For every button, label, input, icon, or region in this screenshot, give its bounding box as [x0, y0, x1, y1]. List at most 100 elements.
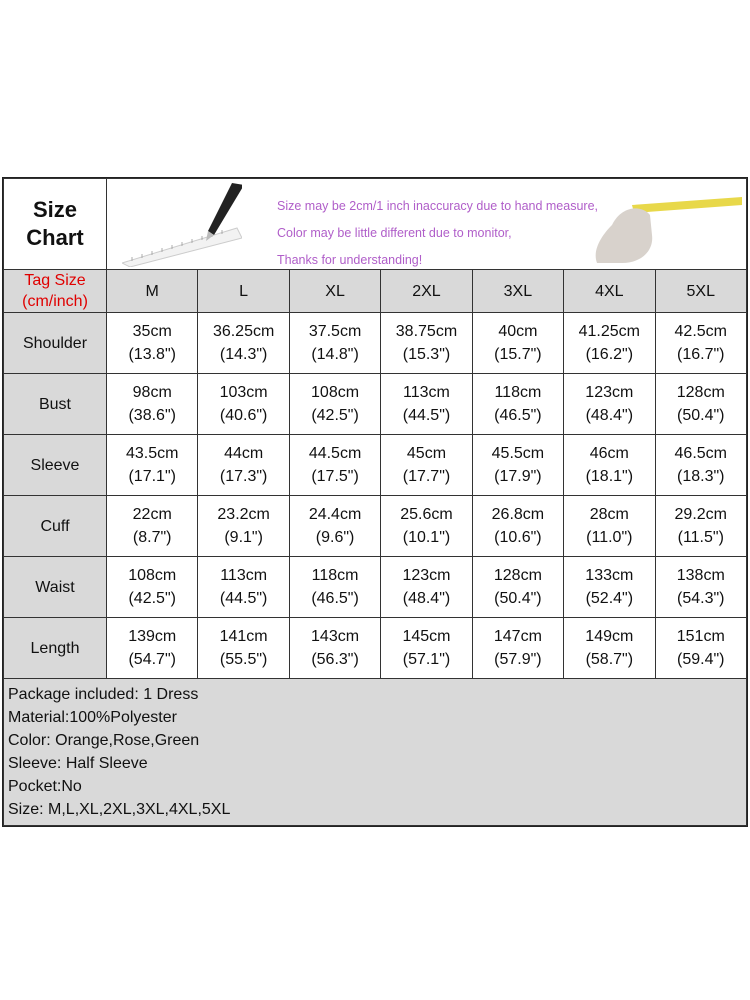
measurement-cell: 35cm (13.8") — [105, 312, 199, 374]
measurement-cell: 36.25cm (14.3") — [197, 312, 290, 374]
cm-value: 133cm — [585, 567, 634, 584]
inch-value: (13.8") — [128, 346, 176, 363]
inch-value: (54.3") — [677, 590, 725, 607]
table-row: Sleeve 43.5cm (17.1") 44cm (17.3") 44.5cm (17.… — [3, 434, 748, 496]
tag-label-line: (cm/inch) — [22, 293, 88, 310]
measurement-cell: 149cm (58.7") — [563, 617, 656, 679]
measurement-cell: 41.25cm (16.2") — [563, 312, 656, 374]
table-row: Length 139cm (54.7") 141cm (55.5") 143cm (56.3… — [3, 617, 748, 679]
inch-value: (40.6") — [219, 407, 268, 424]
cm-value: 46.5cm — [674, 445, 727, 462]
inch-value: (17.5") — [311, 468, 359, 485]
row-label: Shoulder — [3, 312, 107, 374]
inch-value: (17.9") — [494, 468, 542, 485]
cm-value: 46cm — [589, 445, 629, 462]
measurement-cell: 98cm (38.6") — [105, 373, 199, 435]
inch-value: (16.2") — [585, 346, 634, 363]
size-header: 5XL — [654, 269, 748, 313]
cm-value: 103cm — [219, 384, 268, 401]
row-label: Waist — [3, 556, 107, 618]
table-row: Cuff 22cm (8.7") 23.2cm (9.1") 24.4cm (9.6") 25… — [3, 495, 748, 557]
measurement-cell: 143cm (56.3") — [288, 617, 382, 679]
cm-value: 98cm — [132, 384, 172, 401]
measurement-cell: 103cm (40.6") — [197, 373, 290, 435]
hand-measuring-tape-icon — [595, 197, 742, 263]
cm-value: 45cm — [406, 445, 447, 462]
cm-value: 118cm — [494, 384, 542, 401]
row-label: Length — [3, 617, 107, 679]
inch-value: (10.1") — [402, 529, 451, 546]
cm-value: 26.8cm — [491, 506, 545, 523]
cm-value: 128cm — [676, 384, 725, 401]
measurement-cell: 22cm (8.7") — [105, 495, 199, 557]
inch-value: (54.7") — [128, 651, 176, 668]
inch-value: (59.4") — [677, 651, 725, 668]
cm-value: 44.5cm — [308, 445, 362, 462]
cm-value: 44cm — [224, 445, 264, 462]
inch-value: (58.7") — [585, 651, 634, 668]
measurement-cell: 29.2cm (11.5") — [654, 495, 748, 557]
measurement-cell: 113cm (44.5") — [380, 373, 473, 435]
notice-text: Size may be 2cm/1 inch inaccuracy due to… — [277, 193, 598, 274]
cm-value: 23.2cm — [217, 506, 270, 523]
measurement-cell: 138cm (54.3") — [654, 556, 748, 618]
info-line: Sleeve: Half Sleeve — [8, 755, 148, 772]
cm-value: 35cm — [132, 323, 172, 340]
cm-value: 138cm — [676, 567, 725, 584]
size-header: L — [197, 269, 290, 313]
row-label: Sleeve — [3, 434, 107, 496]
cm-value: 113cm — [403, 384, 450, 401]
notice-line: Color may be little different due to mon… — [277, 226, 512, 240]
tag-size-label: Tag Size (cm/inch) — [3, 269, 107, 313]
inch-value: (17.3") — [219, 468, 268, 485]
measurement-cell: 46.5cm (18.3") — [654, 434, 748, 496]
info-line: Pocket:No — [8, 778, 82, 795]
cm-value: 123cm — [585, 384, 634, 401]
cm-value: 147cm — [493, 628, 542, 645]
row-label: Bust — [3, 373, 107, 435]
cm-value: 123cm — [402, 567, 451, 584]
inch-value: (9.1") — [224, 529, 263, 546]
size-header: 4XL — [563, 269, 656, 313]
inch-value: (42.5") — [128, 590, 176, 607]
cm-value: 28cm — [589, 506, 629, 523]
measurement-cell: 128cm (50.4") — [471, 556, 565, 618]
inch-value: (16.7") — [677, 346, 725, 363]
cm-value: 42.5cm — [674, 323, 727, 340]
size-header: 2XL — [380, 269, 473, 313]
inch-value: (17.7") — [402, 468, 451, 485]
info-line: Size: M,L,XL,2XL,3XL,4XL,5XL — [8, 801, 231, 818]
cm-value: 29.2cm — [674, 506, 727, 523]
inch-value: (9.6") — [315, 529, 355, 546]
cm-value: 143cm — [311, 628, 360, 645]
measurement-cell: 123cm (48.4") — [563, 373, 656, 435]
size-header: XL — [288, 269, 382, 313]
measurement-cell: 128cm (50.4") — [654, 373, 748, 435]
cm-value: 145cm — [402, 628, 451, 645]
measurement-cell: 123cm (48.4") — [380, 556, 473, 618]
product-info: Package included: 1 Dress Material:100%P… — [3, 678, 747, 826]
title-line: Chart — [26, 225, 84, 250]
measurement-cell: 40cm (15.7") — [471, 312, 565, 374]
cm-value: 139cm — [128, 628, 177, 645]
measurement-cell: 45cm (17.7") — [380, 434, 473, 496]
measurement-cell: 113cm (44.5") — [197, 556, 290, 618]
size-header: 3XL — [471, 269, 565, 313]
measurement-cell: 23.2cm (9.1") — [197, 495, 290, 557]
cm-value: 37.5cm — [308, 323, 362, 340]
info-line: Color: Orange,Rose,Green — [8, 732, 200, 749]
inch-value: (14.3") — [219, 346, 268, 363]
inch-value: (11.5") — [677, 529, 724, 546]
inch-value: (8.7") — [132, 529, 172, 546]
measurement-cell: 46cm (18.1") — [563, 434, 656, 496]
inch-value: (46.5") — [311, 590, 359, 607]
measurement-cell: 24.4cm (9.6") — [288, 495, 382, 557]
table-row: Waist 108cm (42.5") 113cm (44.5") 118cm (46.5"… — [3, 556, 748, 618]
cm-value: 141cm — [219, 628, 268, 645]
cm-value: 41.25cm — [578, 323, 640, 340]
inch-value: (15.7") — [494, 346, 542, 363]
measurement-cell: 108cm (42.5") — [105, 556, 199, 618]
inch-value: (50.4") — [494, 590, 542, 607]
measurement-cell: 147cm (57.9") — [471, 617, 565, 679]
cm-value: 36.25cm — [212, 323, 275, 340]
